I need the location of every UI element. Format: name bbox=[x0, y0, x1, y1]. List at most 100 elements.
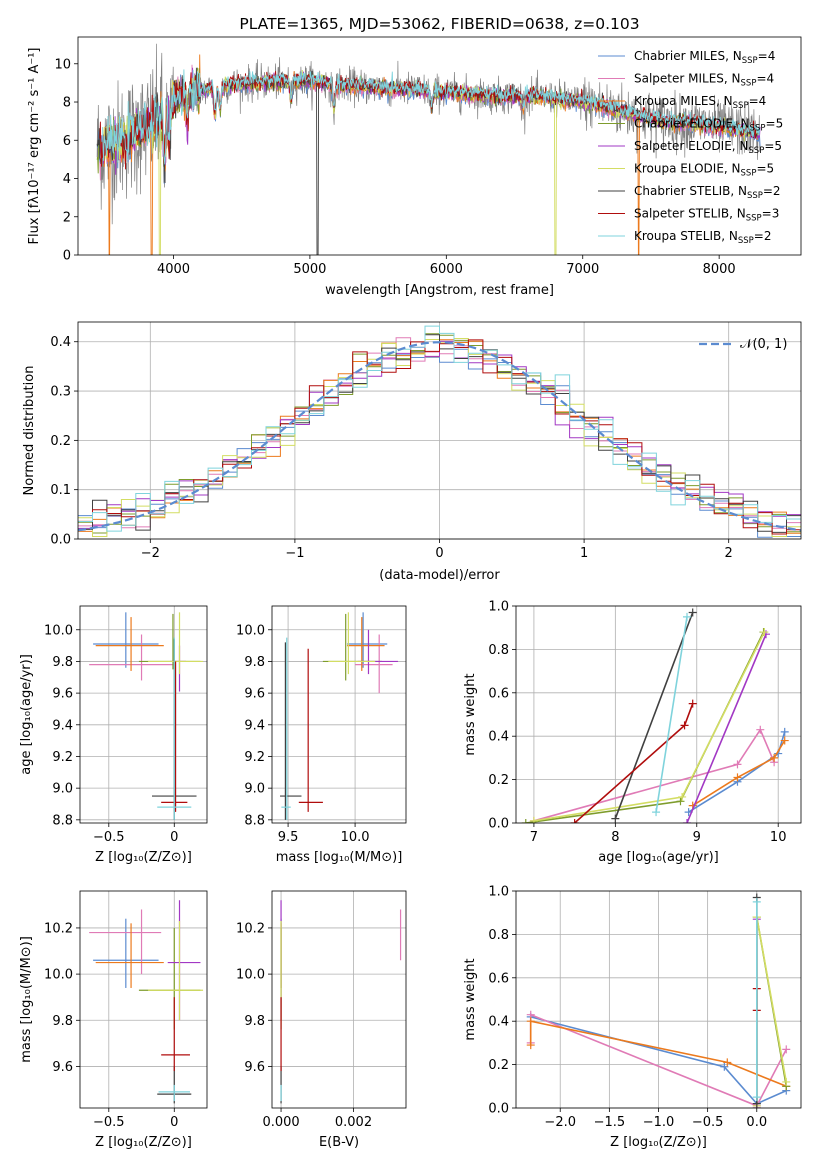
weight-marker-salp_stelib bbox=[680, 721, 689, 730]
weight-marker-chab_stelib bbox=[688, 608, 697, 617]
y-tick-label: 0.2 bbox=[50, 434, 71, 449]
y-tick-label: 0.0 bbox=[50, 533, 71, 548]
x-tick-label: 6000 bbox=[430, 262, 463, 277]
y-tick-label: 9.6 bbox=[244, 687, 265, 702]
weight-marker-kroupa_miles bbox=[723, 1058, 732, 1067]
x-tick-label: 0.002 bbox=[335, 1115, 372, 1130]
x-tick-label: 5000 bbox=[293, 262, 326, 277]
y-tick-label: 9.8 bbox=[244, 655, 265, 670]
y-tick-label: 9.6 bbox=[52, 1060, 73, 1075]
model-spectrum-kroupa_stelib bbox=[102, 69, 761, 165]
plot-area bbox=[78, 325, 801, 538]
weight-marker-kroupa_miles bbox=[526, 1041, 535, 1050]
spectrum-chart: 4000 5000 6000 7000 8000 0 2 4 6 8 10 PLATE=1365, M… bbox=[27, 15, 802, 298]
y-tick-label: 0.6 bbox=[488, 971, 509, 986]
y-axis-label: mass weight bbox=[463, 958, 478, 1040]
weight-marker-chab_miles bbox=[780, 727, 789, 736]
y-tick-label: 4 bbox=[63, 172, 71, 187]
x-tick-label: 4000 bbox=[157, 262, 190, 277]
y-tick-label: 8 bbox=[63, 96, 71, 111]
y-tick-label: 8.8 bbox=[244, 813, 265, 828]
weight-marker-kroupa_miles bbox=[526, 1017, 535, 1026]
x-tick-label: −0.5 bbox=[93, 1115, 125, 1130]
y-tick-label: 9.4 bbox=[244, 718, 265, 733]
y-tick-label: 9.6 bbox=[244, 1060, 265, 1075]
histogram-kroupa_stelib bbox=[78, 325, 801, 532]
y-tick-label: 0.8 bbox=[488, 928, 509, 943]
x-tick-label: 0.000 bbox=[262, 1115, 299, 1130]
mass-vs-ebv-chart: 0.000 0.002 9.6 9.8 10.0 10.2 E(B-V) bbox=[236, 890, 407, 1150]
weight-marker-kroupa_miles bbox=[733, 773, 742, 782]
weight-marker-salp_elodie bbox=[683, 819, 691, 823]
x-axis-label: (data-model)/error bbox=[379, 568, 500, 583]
weight-marker-kroupa_miles bbox=[770, 753, 779, 762]
normal-curve bbox=[78, 341, 801, 532]
y-tick-label: 9.2 bbox=[244, 750, 265, 765]
x-tick-label: 0 bbox=[435, 546, 443, 561]
y-axis-label: Flux [fλ10⁻¹⁷ erg cm⁻² s⁻¹ A⁻¹] bbox=[27, 48, 42, 245]
weight-marker-kroupa_stelib bbox=[752, 1093, 761, 1102]
axes-frame bbox=[271, 890, 407, 1109]
legend-label: Chabrier STELIB, NSSP=2 bbox=[634, 184, 781, 201]
residual-histogram-chart: −2 −1 0 1 2 0.0 0.1 0.2 0.3 0.4 (data-model)/error… bbox=[22, 321, 802, 583]
x-tick-label: 9.5 bbox=[278, 830, 299, 845]
x-tick-label: 0 bbox=[170, 1115, 178, 1130]
axes-frame bbox=[271, 605, 407, 824]
plot-area bbox=[526, 893, 791, 1108]
y-tick-label: 9.8 bbox=[52, 655, 73, 670]
x-tick-label: 10.0 bbox=[341, 830, 370, 845]
x-tick-label: −1.5 bbox=[594, 1115, 626, 1130]
y-tick-label: 2 bbox=[63, 210, 71, 225]
y-tick-label: 9.2 bbox=[52, 750, 73, 765]
axes-frame bbox=[77, 321, 802, 540]
x-tick-label: 1 bbox=[580, 546, 588, 561]
weight-marker-chab_stelib bbox=[611, 814, 620, 823]
x-tick-label: 0 bbox=[170, 830, 178, 845]
weight-marker-chab_miles bbox=[720, 1062, 729, 1071]
plot-area bbox=[89, 900, 204, 1104]
x-tick-label: −2 bbox=[141, 546, 160, 561]
weight-marker-kroupa_elodie bbox=[782, 1077, 791, 1086]
weight-marker-salp_stelib bbox=[688, 699, 697, 708]
legend-label: 𝒩(0, 1) bbox=[740, 337, 787, 352]
weight-marker-chab_elodie bbox=[676, 797, 685, 806]
legend: 𝒩(0, 1) bbox=[699, 337, 787, 352]
x-axis-label: Z [log₁₀(Z/Z⊙)] bbox=[95, 1135, 192, 1150]
axes-frame bbox=[515, 890, 802, 1109]
axes-frame bbox=[79, 890, 208, 1109]
weight-marker-kroupa_elodie bbox=[760, 628, 769, 637]
y-tick-label: 10.0 bbox=[44, 623, 73, 638]
y-tick-label: 10.2 bbox=[236, 921, 265, 936]
legend-label: Chabrier MILES, NSSP=4 bbox=[634, 49, 775, 66]
weight-marker-kroupa_stelib bbox=[683, 612, 691, 621]
y-tick-label: 0.4 bbox=[488, 730, 509, 745]
x-tick-label: 7 bbox=[530, 830, 538, 845]
y-tick-label: 8.8 bbox=[52, 813, 73, 828]
y-tick-label: 0.3 bbox=[50, 385, 71, 400]
weight-marker-kroupa_stelib bbox=[752, 897, 761, 906]
y-tick-label: 10.0 bbox=[44, 968, 73, 983]
weight-marker-kroupa_stelib bbox=[652, 808, 661, 817]
legend-label: Chabrier ELODIE, NSSP=5 bbox=[634, 117, 783, 134]
y-tick-label: 10.0 bbox=[236, 623, 265, 638]
plot-area bbox=[280, 900, 402, 1104]
weight-line-salp_elodie bbox=[686, 633, 767, 823]
weight-marker-kroupa_miles bbox=[780, 736, 789, 745]
y-axis-label: Normed distribution bbox=[22, 366, 37, 496]
weight-line-salp_miles bbox=[533, 728, 775, 822]
mass-vs-metallicity-chart: −0.5 0 9.6 9.8 10.0 10.2 Z [log₁₀(Z/Z⊙)] mass [… bbox=[19, 890, 208, 1150]
legend-label: Salpeter STELIB, NSSP=3 bbox=[634, 207, 779, 224]
y-tick-label: 0 bbox=[63, 249, 71, 264]
x-axis-label: Z [log₁₀(Z/Z⊙)] bbox=[95, 850, 192, 865]
legend-label: Kroupa STELIB, NSSP=2 bbox=[634, 229, 772, 246]
y-tick-label: 10.2 bbox=[44, 921, 73, 936]
x-axis-label: Z [log₁₀(Z/Z⊙)] bbox=[610, 1135, 707, 1150]
x-tick-label: 8000 bbox=[703, 262, 736, 277]
y-tick-label: 9.8 bbox=[52, 1014, 73, 1029]
y-tick-label: 10 bbox=[54, 57, 71, 72]
x-tick-label: 10 bbox=[770, 830, 787, 845]
y-axis-label: mass weight bbox=[463, 673, 478, 755]
plot-area bbox=[521, 608, 789, 823]
age-vs-mass-chart: 9.5 10.0 8.8 9.0 9.2 9.4 9.6 9.8 10.0 mass [log₁₀… bbox=[236, 605, 407, 865]
